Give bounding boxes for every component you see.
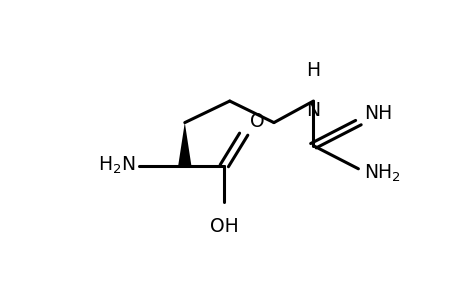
Text: H$_2$N: H$_2$N [98,155,135,176]
Text: H: H [306,61,320,80]
Text: N: N [306,101,320,120]
Text: NH: NH [364,104,392,123]
Text: OH: OH [210,217,239,236]
Polygon shape [178,123,191,166]
Text: O: O [250,112,264,131]
Text: NH$_2$: NH$_2$ [364,163,401,184]
